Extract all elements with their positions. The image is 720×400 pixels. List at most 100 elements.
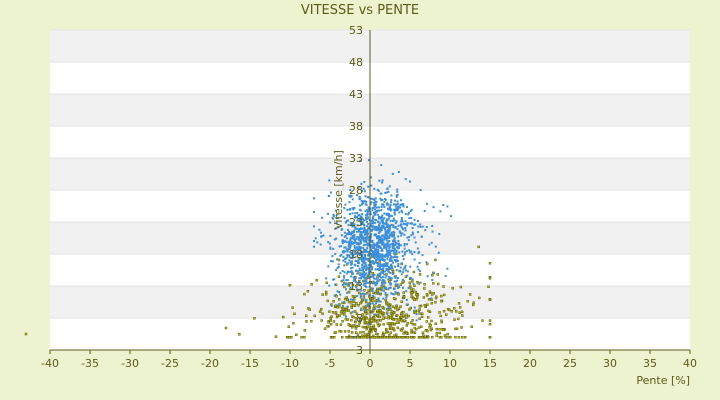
data-point	[431, 278, 434, 281]
data-point	[336, 226, 339, 229]
data-point	[384, 293, 387, 296]
x-tick-label: -5	[325, 357, 336, 370]
data-point	[387, 249, 390, 252]
data-point	[413, 323, 417, 326]
data-point	[347, 232, 350, 235]
data-point	[390, 243, 393, 246]
data-point	[353, 245, 356, 248]
data-point	[371, 220, 374, 223]
data-point	[458, 306, 462, 309]
data-point	[370, 275, 373, 278]
data-point	[384, 270, 387, 273]
x-tick-label: -35	[81, 357, 99, 370]
data-point	[386, 251, 389, 254]
data-point	[381, 234, 384, 237]
data-point	[419, 223, 422, 226]
data-point	[488, 261, 492, 265]
data-point	[308, 308, 311, 311]
data-point	[364, 273, 367, 276]
data-point	[373, 262, 376, 265]
data-point	[377, 225, 380, 228]
data-point	[348, 248, 351, 251]
data-point	[360, 269, 363, 272]
data-point	[350, 260, 353, 263]
data-point	[329, 247, 332, 250]
data-point	[373, 218, 376, 221]
data-point	[333, 278, 336, 281]
data-point	[378, 260, 381, 264]
data-point	[381, 214, 384, 217]
data-point	[359, 252, 362, 255]
data-point	[356, 211, 359, 214]
data-point	[434, 300, 437, 304]
data-point	[414, 290, 418, 294]
data-point	[377, 232, 380, 235]
data-point	[400, 199, 403, 202]
data-point	[380, 164, 383, 167]
data-point	[377, 209, 380, 212]
data-point	[354, 327, 358, 330]
data-point	[372, 228, 375, 231]
data-point	[362, 223, 365, 226]
data-point	[325, 281, 328, 285]
data-point	[396, 228, 399, 231]
data-point	[391, 172, 394, 175]
data-point	[356, 333, 360, 337]
data-point	[364, 285, 367, 288]
x-tick-label: 25	[563, 357, 577, 370]
data-point	[410, 222, 413, 225]
data-point	[379, 253, 382, 256]
data-point	[359, 220, 362, 223]
x-tick-label: -40	[41, 357, 59, 370]
data-point	[374, 197, 377, 200]
data-point	[432, 282, 435, 285]
data-point	[362, 305, 365, 309]
data-point	[431, 224, 434, 227]
data-point	[360, 242, 363, 245]
data-point	[378, 252, 381, 255]
data-point	[385, 221, 388, 224]
data-point	[274, 335, 278, 338]
data-point	[372, 215, 375, 218]
data-point	[421, 254, 424, 257]
data-point	[363, 248, 366, 251]
data-point	[358, 228, 361, 231]
data-point	[319, 307, 323, 311]
data-point	[366, 196, 369, 199]
data-point	[364, 256, 367, 259]
data-point	[316, 241, 319, 244]
data-point	[351, 331, 354, 334]
data-point	[334, 311, 338, 314]
data-point	[367, 266, 370, 269]
data-point	[444, 336, 448, 339]
data-point	[413, 284, 416, 287]
data-point	[411, 227, 414, 230]
data-point	[349, 263, 352, 266]
data-point	[336, 290, 339, 293]
data-point	[389, 209, 392, 212]
data-point	[371, 297, 374, 301]
data-point	[334, 331, 338, 334]
data-point	[366, 242, 369, 245]
data-point	[389, 253, 392, 256]
data-point	[373, 296, 376, 299]
data-point	[356, 288, 359, 291]
data-point	[361, 260, 364, 263]
data-point	[363, 237, 366, 240]
data-point	[377, 292, 380, 295]
data-point	[373, 187, 376, 190]
data-point	[367, 281, 370, 284]
data-point	[386, 202, 389, 205]
data-point	[352, 234, 355, 237]
data-point	[375, 219, 378, 222]
data-point	[287, 325, 291, 329]
data-point	[292, 321, 295, 325]
data-point	[397, 235, 400, 238]
data-point	[370, 254, 373, 257]
data-point	[384, 255, 387, 258]
data-point	[416, 247, 419, 250]
data-point	[370, 241, 373, 244]
data-point	[350, 231, 353, 234]
data-point	[371, 239, 374, 242]
data-point	[397, 205, 400, 208]
